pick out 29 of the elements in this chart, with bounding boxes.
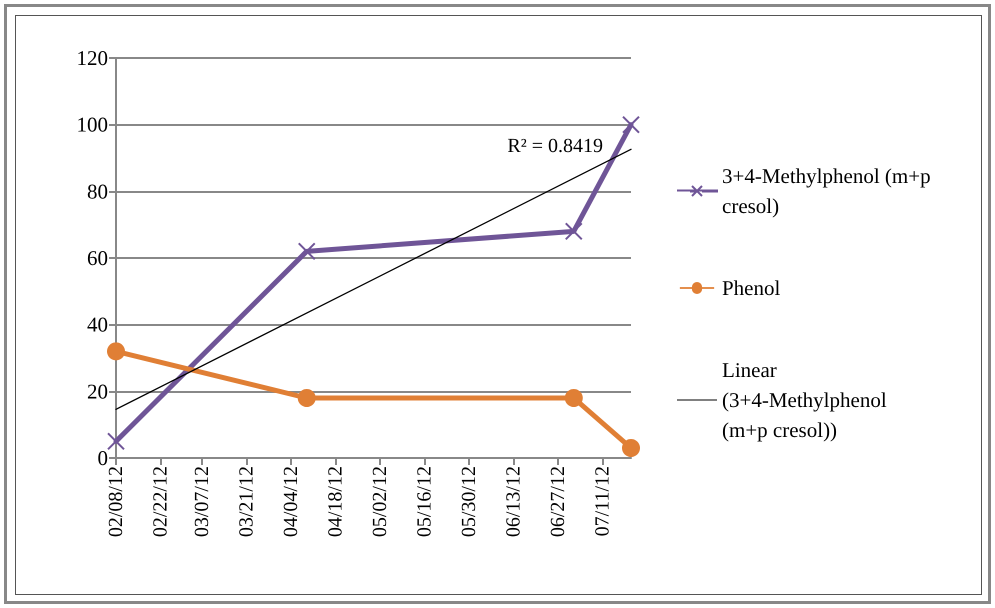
x-tick-label: 03/07/12 — [190, 466, 213, 538]
x-tick-label: 06/13/12 — [502, 466, 524, 538]
point — [107, 432, 125, 450]
point — [564, 389, 583, 407]
legend-label: Phenol — [722, 276, 780, 300]
y-tick-label: 40 — [87, 312, 108, 337]
x-tick-label: 04/18/12 — [324, 466, 346, 538]
legend-label: Linear (3+4-Methylphenol (m+p cresol)) — [722, 358, 892, 442]
x-tick-label: 02/08/12 — [105, 466, 127, 538]
y-tick-label: 0 — [98, 446, 108, 470]
x-tick-label: 07/11/12 — [591, 466, 614, 536]
x-tick-label: 04/04/12 — [280, 466, 302, 538]
annotation: R² = 0.8419 — [507, 135, 604, 157]
x-tick-label: 05/16/12 — [413, 466, 436, 538]
x-tick-label: 05/30/12 — [458, 466, 480, 538]
x-tick-label: 02/22/12 — [150, 466, 172, 538]
x-tick-label: 03/21/12 — [235, 466, 258, 538]
y-tick-label: 60 — [87, 246, 108, 270]
legend-label: 3+4-Methylphenol (m+p cresol) — [722, 164, 936, 218]
point — [622, 439, 640, 457]
point — [622, 116, 640, 134]
point — [107, 342, 125, 360]
y-tick-label: 120 — [76, 46, 108, 70]
x-tick-label: 06/27/12 — [546, 466, 569, 538]
y-tick-label: 80 — [87, 179, 108, 204]
point — [564, 222, 583, 240]
y-tick-label: 20 — [87, 379, 108, 404]
x-tick-label: 05/02/12 — [368, 466, 391, 538]
y-tick-label: 100 — [76, 112, 108, 137]
